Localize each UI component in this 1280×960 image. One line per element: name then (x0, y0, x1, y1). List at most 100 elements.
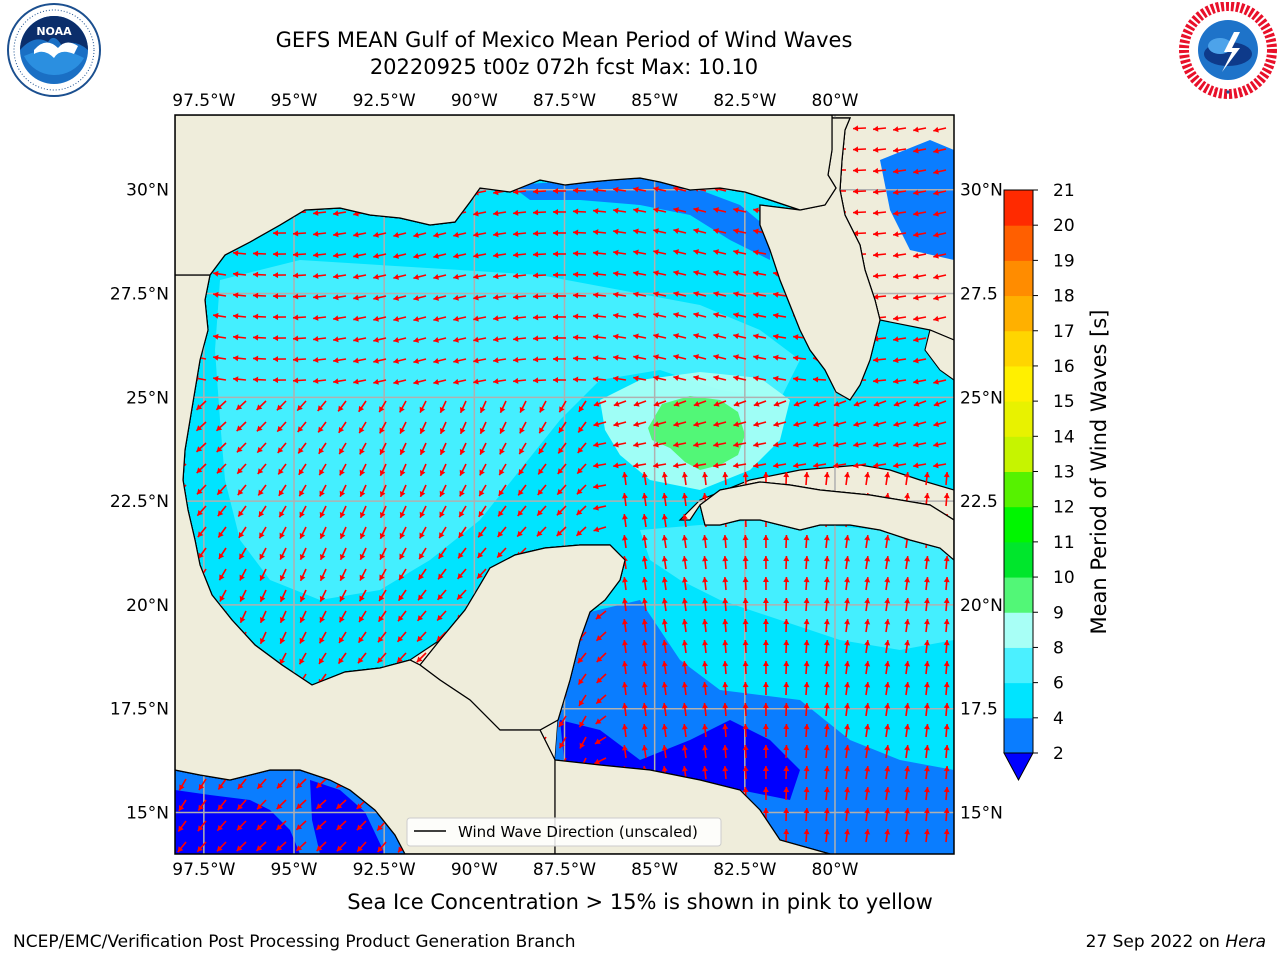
wind-arrow (893, 441, 907, 448)
wind-arrow (594, 736, 607, 745)
wind-arrow (552, 187, 567, 194)
wind-arrow (783, 744, 790, 759)
wind-arrow (793, 462, 807, 469)
wind-arrow (813, 441, 827, 448)
wind-arrow (279, 568, 287, 582)
wind-arrow (762, 660, 769, 675)
wind-arrow (592, 313, 607, 320)
wind-arrow (873, 462, 887, 469)
wind-arrow (593, 441, 607, 448)
wind-arrow (621, 535, 628, 549)
wind-arrow (884, 598, 891, 612)
wind-arrow (319, 526, 327, 540)
wind-arrow (316, 841, 327, 852)
wind-arrow (702, 660, 709, 675)
wind-arrow (661, 640, 668, 654)
wind-arrow (359, 505, 367, 519)
wind-arrow (532, 272, 547, 279)
wind-arrow (823, 576, 830, 591)
wind-arrow (512, 251, 527, 258)
wind-arrow (299, 589, 307, 603)
wind-arrow (823, 744, 830, 759)
wind-arrow (621, 745, 628, 759)
wind-arrow (633, 270, 647, 277)
wind-arrow (853, 462, 867, 469)
wind-arrow (713, 400, 727, 407)
wind-arrow (493, 315, 507, 322)
wind-arrow (803, 702, 810, 717)
wind-arrow (319, 610, 327, 623)
wind-arrow (893, 210, 907, 217)
wind-arrow (538, 442, 547, 455)
wind-arrow (337, 400, 347, 412)
wind-arrow (872, 272, 887, 279)
wind-arrow (702, 681, 709, 696)
wind-arrow (742, 576, 749, 591)
wind-arrow (681, 577, 688, 591)
colorbar-extend-min (1003, 752, 1034, 782)
wind-arrow (864, 808, 871, 822)
colorbar-segment (1004, 577, 1033, 613)
wind-arrow (753, 312, 767, 319)
wind-arrow (742, 639, 749, 654)
wind-arrow (823, 723, 830, 738)
wind-arrow (673, 291, 687, 297)
wind-arrow (512, 272, 527, 279)
wind-arrow (722, 555, 729, 570)
wind-arrow (762, 639, 769, 654)
wind-arrow (433, 253, 447, 259)
wind-arrow (621, 514, 628, 528)
wind-arrow (478, 505, 487, 518)
wind-arrow (315, 820, 327, 831)
wind-arrow (923, 639, 930, 654)
wind-arrow (433, 316, 447, 322)
wind-arrow (693, 291, 707, 297)
wind-arrow (913, 400, 927, 407)
wind-arrow (393, 232, 407, 238)
wind-arrow (178, 778, 187, 791)
x-tick-label-top: 80°W (812, 91, 859, 111)
wind-arrow (893, 252, 907, 259)
wind-arrow (353, 231, 367, 238)
wind-arrow (473, 252, 487, 259)
wind-arrow (803, 597, 810, 612)
wind-arrow (742, 660, 749, 675)
wind-arrow (722, 639, 729, 654)
wind-arrow (532, 188, 547, 195)
wind-arrow (852, 125, 867, 132)
wind-arrow (399, 505, 407, 519)
wind-arrow (353, 252, 367, 259)
wind-arrow (312, 230, 327, 237)
wind-arrow (195, 442, 207, 453)
wind-arrow (733, 312, 747, 319)
wind-arrow (295, 820, 307, 831)
wind-arrow (613, 312, 627, 319)
wind-arrow (195, 400, 207, 411)
wind-arrow (433, 379, 447, 385)
wind-arrow (459, 484, 467, 497)
wind-arrow (661, 619, 668, 633)
wind-arrow (252, 355, 267, 362)
wind-arrow (613, 441, 627, 448)
wind-arrow (681, 682, 688, 696)
wind-arrow (292, 272, 307, 279)
wind-arrow (904, 745, 911, 759)
wind-arrow (713, 312, 727, 318)
wind-arrow (613, 186, 627, 193)
wind-arrow (195, 421, 207, 432)
wind-arrow (943, 744, 950, 759)
wind-arrow (653, 441, 667, 448)
wind-arrow (943, 618, 950, 633)
wind-arrow (923, 744, 930, 759)
wind-arrow (252, 376, 267, 383)
wind-arrow (399, 421, 407, 434)
wind-arrow (572, 355, 587, 362)
wind-arrow (844, 556, 851, 570)
wind-arrow (722, 534, 729, 549)
wind-arrow (673, 270, 687, 276)
wind-arrow (592, 376, 607, 383)
wind-arrow (661, 493, 668, 507)
wind-arrow (693, 462, 707, 469)
wind-arrow (256, 442, 267, 454)
wind-arrow (893, 357, 907, 364)
